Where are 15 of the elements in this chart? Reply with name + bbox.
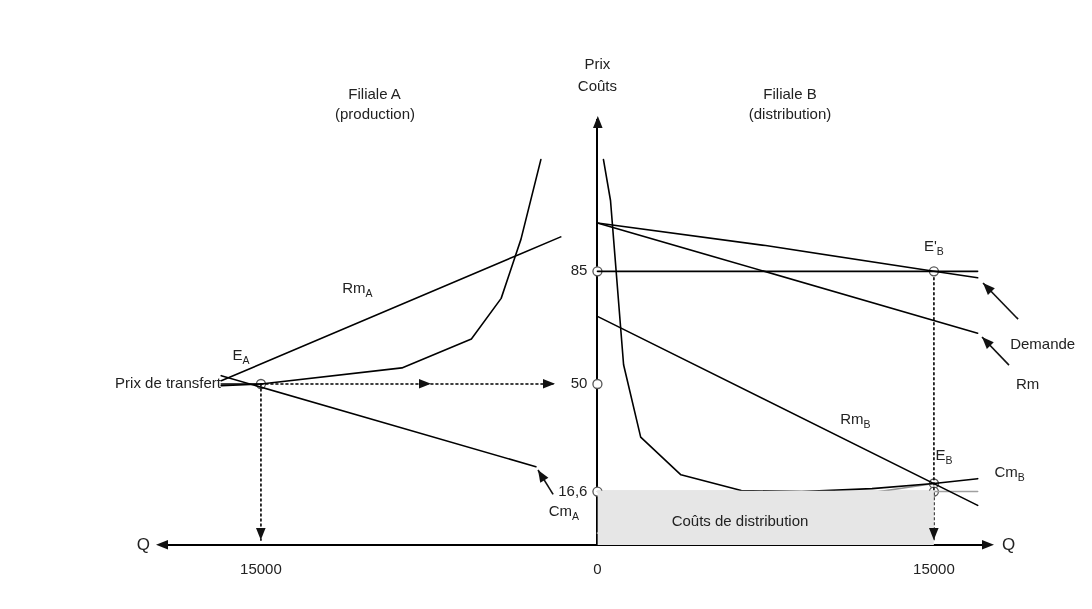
y-tick-label: 50 [570, 374, 588, 392]
annotation: Demande [1010, 334, 1076, 352]
x-axis-title: Q [1002, 534, 1016, 554]
x-tick-label: 0 [593, 560, 602, 578]
annotation: Prix de transfert [115, 374, 222, 392]
annotation: Rm [1016, 375, 1040, 393]
annotation: Coûts de distribution [671, 512, 809, 530]
text: Q [136, 534, 151, 554]
y-axis-title: Prix Coûts [577, 55, 618, 95]
annotation: Filiale B (distribution) [748, 85, 832, 123]
y-tick-label: 16,6 [558, 481, 588, 499]
x-tick-label: 15000 [240, 560, 282, 578]
y-tick-label: 85 [570, 261, 588, 279]
annotation: Filiale A (production) [334, 85, 416, 123]
x-tick-label: 15000 [913, 560, 955, 578]
